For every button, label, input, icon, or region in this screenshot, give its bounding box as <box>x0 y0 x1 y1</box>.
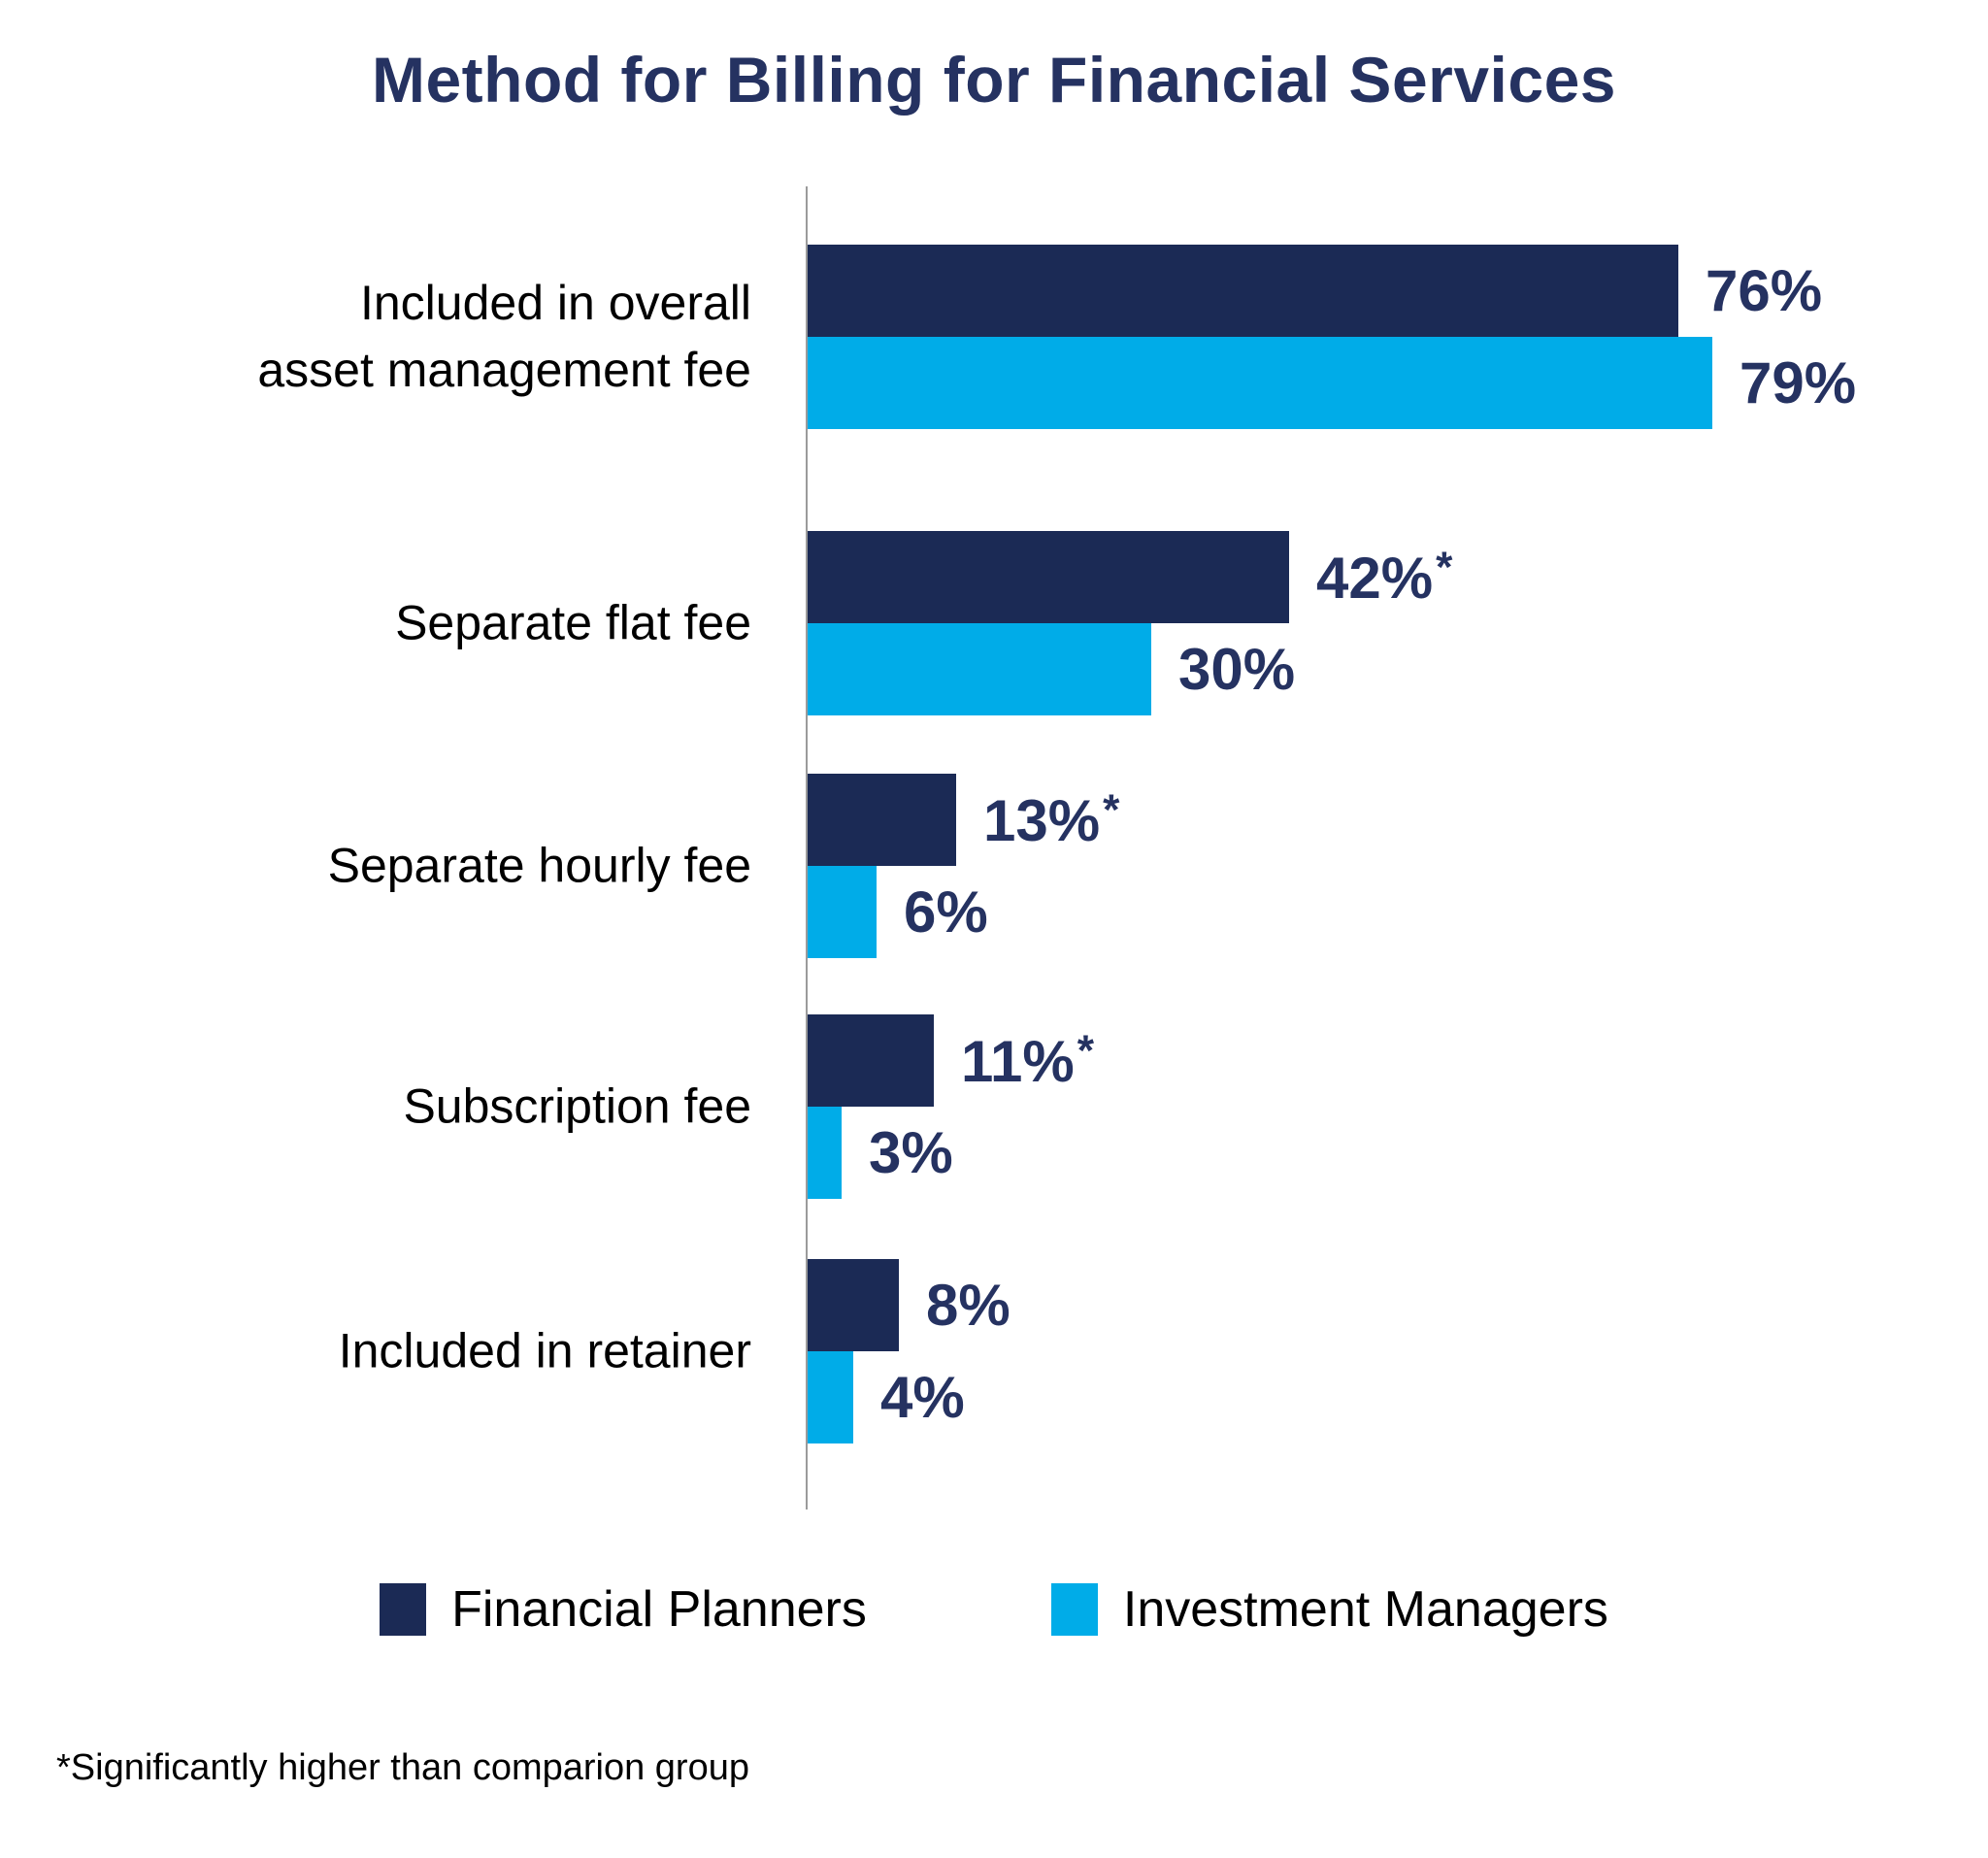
value-label: 11%* <box>961 1026 1095 1094</box>
bar-row: 8% <box>808 1259 1951 1351</box>
bar-row: 6% <box>808 866 1951 958</box>
legend-swatch-investment-managers <box>1050 1583 1098 1636</box>
value-label: 30% <box>1178 637 1296 702</box>
value-label: 79% <box>1740 350 1857 415</box>
bar-investment-managers <box>808 866 877 958</box>
significance-asterisk: * <box>1436 543 1453 591</box>
bar-group: Separate hourly fee 13%* 6% <box>328 774 1951 958</box>
chart-title: Method for Billing for Financial Service… <box>371 44 1617 116</box>
bar-investment-managers <box>808 1107 842 1199</box>
bar-financial-planners <box>808 774 956 866</box>
category-label: Subscription fee <box>403 1078 751 1134</box>
bar-row: 11%* <box>808 1014 1951 1107</box>
legend-swatch-financial-planners <box>380 1583 427 1636</box>
bar-financial-planners <box>808 1014 934 1107</box>
value-label: 42%* <box>1316 543 1453 611</box>
category-label: Included in retainer <box>338 1323 751 1378</box>
bar-row: 79% <box>808 337 1951 429</box>
bar-group: Subscription fee 11%* 3% <box>403 1014 1951 1199</box>
value-label: 4% <box>880 1365 965 1430</box>
value-label: 6% <box>904 879 988 945</box>
bar-chart-plot-area: Included in overall asset management fee… <box>257 186 1951 1510</box>
chart-legend: Financial Planners Investment Managers <box>0 1580 1988 1639</box>
bar-financial-planners <box>808 1259 899 1351</box>
bar-financial-planners <box>808 245 1678 337</box>
category-label: Separate hourly fee <box>327 838 751 893</box>
bar-row: 3% <box>808 1107 1951 1199</box>
bar-row: 42%* <box>808 531 1951 623</box>
category-label: Separate flat fee <box>395 595 751 650</box>
value-label: 76% <box>1706 258 1823 323</box>
bar-row: 4% <box>808 1351 1951 1443</box>
significance-asterisk: * <box>1103 785 1120 834</box>
bar-investment-managers <box>808 623 1151 715</box>
value-label: 3% <box>869 1120 953 1185</box>
bar-investment-managers <box>808 1351 853 1443</box>
bar-row: 30% <box>808 623 1951 715</box>
bar-row: 13%* <box>808 774 1951 866</box>
bar-investment-managers <box>808 337 1712 429</box>
category-label: Included in overall asset management fee <box>257 276 751 397</box>
bar-row: 76% <box>808 245 1951 337</box>
significance-footnote: *Significantly higher than comparion gro… <box>56 1747 749 1788</box>
legend-item-financial-planners: Financial Planners <box>380 1580 867 1639</box>
value-label: 8% <box>926 1273 1011 1338</box>
bar-group: Included in overall asset management fee… <box>257 245 1951 429</box>
legend-item-investment-managers: Investment Managers <box>1050 1580 1608 1639</box>
bar-financial-planners <box>808 531 1289 623</box>
bar-group: Included in retainer 8% 4% <box>339 1259 1951 1443</box>
bar-group: Separate flat fee 42%* 30% <box>395 531 1951 715</box>
value-label: 13%* <box>983 785 1120 853</box>
significance-asterisk: * <box>1077 1026 1095 1075</box>
legend-label: Investment Managers <box>1122 1581 1608 1638</box>
legend-label: Financial Planners <box>451 1581 867 1638</box>
